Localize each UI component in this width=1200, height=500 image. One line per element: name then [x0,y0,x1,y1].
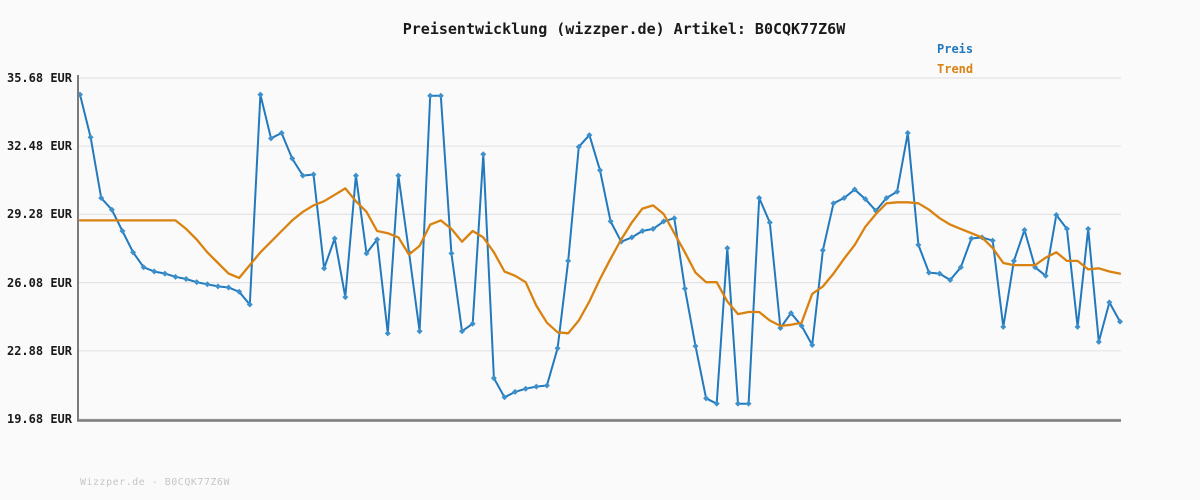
y-tick-label: 19.68 EUR [6,412,72,426]
y-tick-label: 35.68 EUR [6,71,72,85]
chart-series [77,91,1123,407]
watermark: Wizzper.de - B0CQK77Z6W [80,477,230,488]
chart-legend: Preis Trend [937,39,973,79]
y-tick-label: 29.28 EUR [6,207,72,222]
y-tick-label: 32.48 EUR [6,139,72,154]
y-tick-label: 22.88 EUR [6,343,72,358]
chart-axes [77,75,1121,422]
legend-item-preis: Preis [937,42,974,56]
legend-item-trend: Trend [937,62,974,76]
gridlines [78,77,1121,420]
y-tick-label: 26.08 EUR [6,275,72,290]
chart-title: Preisentwicklung (wizzper.de) Artikel: B… [402,20,846,38]
